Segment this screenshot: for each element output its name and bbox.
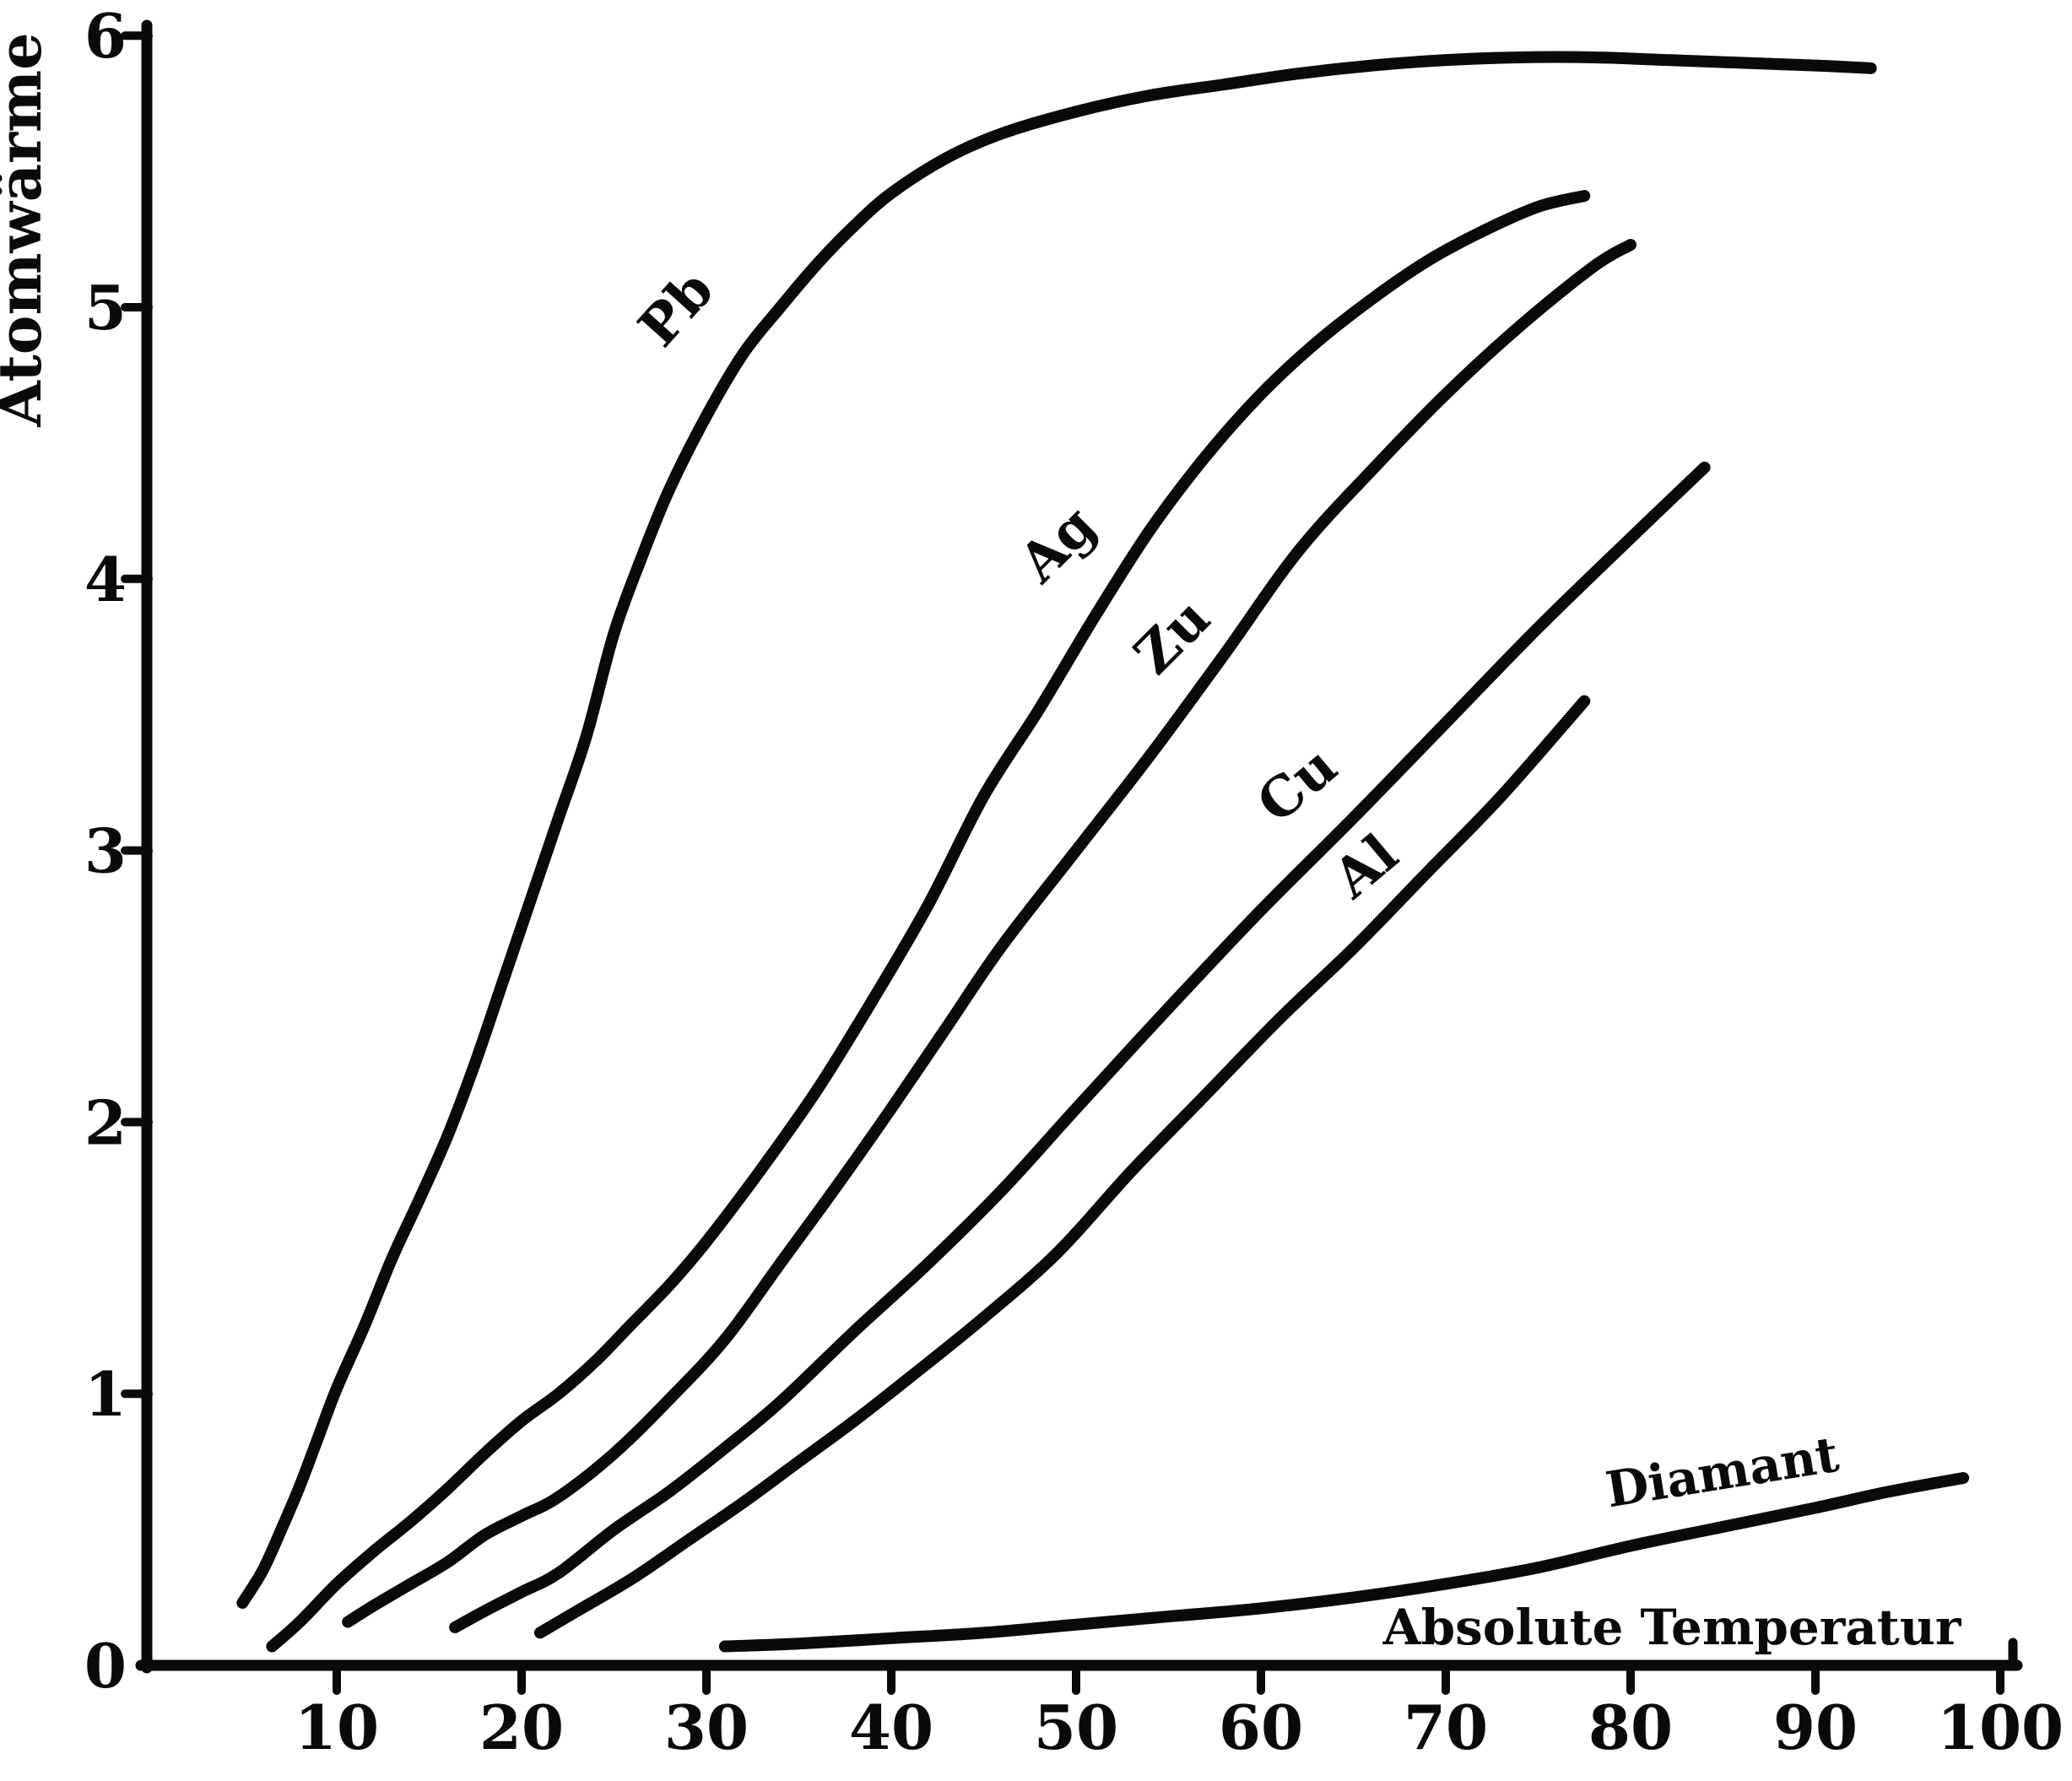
x-axis-title: Absolute Temperatur [1382,1599,1962,1656]
curve-diamant [718,1471,1970,1653]
curve-ag [266,190,1591,1653]
axes-layer [121,19,2023,1695]
x-tick-label-10: 10 [295,1692,379,1763]
curve-label-ag: Ag [1007,494,1108,595]
y-tick-label-5: 5 [84,272,127,344]
y-tick-label-3: 3 [84,815,127,887]
tick-labels-layer: 10 20 30 40 50 60 70 80 90 100 0 1 2 3 4 5 6 [84,0,2064,1763]
x-tick-label-50: 50 [1034,1692,1118,1763]
y-tick-label-2: 2 [84,1086,127,1158]
x-tick-label-100: 100 [1937,1692,2064,1763]
curve-al [533,695,1591,1639]
y-axis-title: Atomwärme [0,32,55,427]
curve-label-pb: Pb [626,258,726,359]
curve-zu [342,238,1637,1628]
x-tick-label-40: 40 [849,1692,933,1763]
y-tick-label-4: 4 [84,544,127,615]
x-tick-label-80: 80 [1588,1692,1673,1763]
x-tick-label-90: 90 [1773,1692,1858,1763]
curve-cu [449,461,1711,1633]
curves-layer [236,51,1970,1653]
curve-label-cu: Cu [1246,734,1350,836]
x-tick-label-20: 20 [479,1692,564,1763]
y-tick-label-1: 1 [84,1358,127,1430]
x-tick-label-70: 70 [1404,1692,1488,1763]
x-tick-label-30: 30 [664,1692,749,1763]
y-tick-label-0: 0 [84,1630,127,1702]
curve-pb [236,51,1877,1609]
x-tick-label-60: 60 [1219,1692,1303,1763]
y-tick-label-6: 6 [84,0,127,72]
